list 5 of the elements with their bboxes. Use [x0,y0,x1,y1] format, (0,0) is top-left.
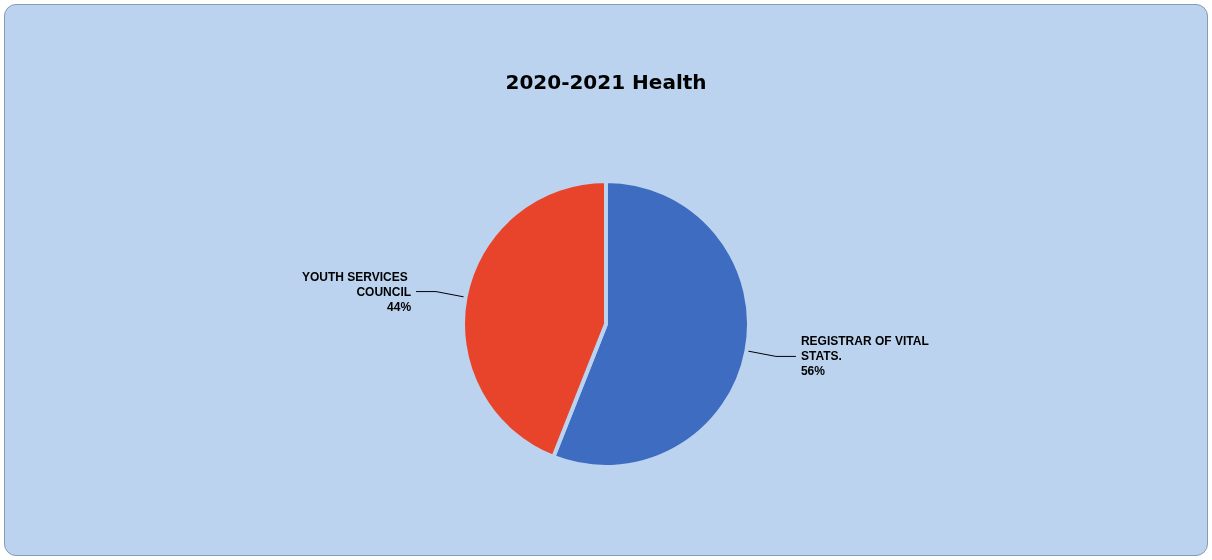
slice-label: REGISTRAR OF VITAL STATS. [800,334,932,364]
slice-label: YOUTH SERVICES COUNCIL [301,269,412,299]
chart-title: 2020-2021 Health [505,70,707,94]
data-label: 56% [800,364,826,379]
data-label: 44% [387,299,412,314]
